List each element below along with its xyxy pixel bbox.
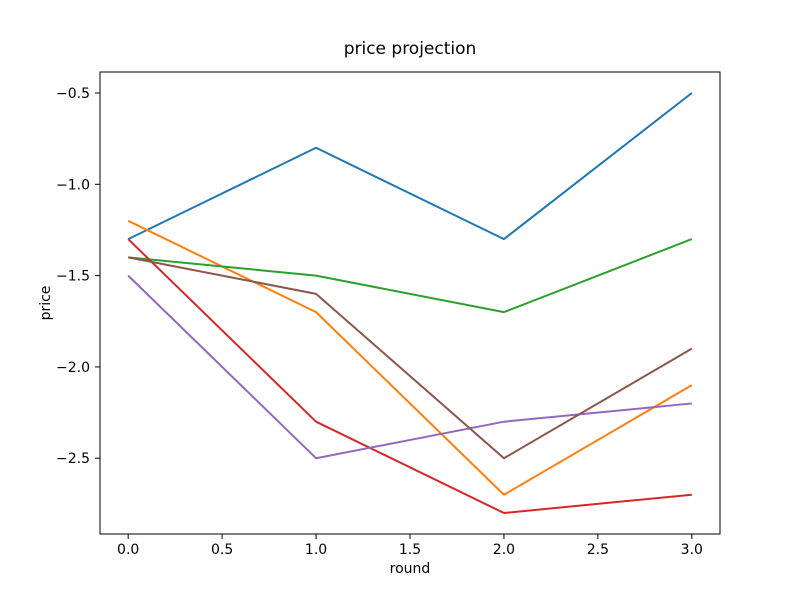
y-tick-label: −2.5 — [56, 451, 90, 467]
chart-title: price projection — [343, 39, 477, 59]
y-axis-label: price — [38, 285, 54, 321]
y-tick-label: −1.0 — [56, 177, 90, 193]
x-tick-label: 1.5 — [399, 542, 421, 558]
x-tick-label: 1.0 — [305, 542, 327, 558]
red-line — [127, 238, 692, 514]
blue-line — [127, 92, 693, 241]
x-tick-label: 0.0 — [117, 542, 139, 558]
x-tick-label: 2.5 — [587, 542, 609, 558]
y-tick-label: −1.5 — [56, 269, 90, 285]
x-axis-label: round — [389, 561, 431, 577]
x-tick-label: 0.5 — [211, 542, 233, 558]
y-tick-label: −0.5 — [56, 86, 90, 102]
purple-line — [127, 274, 692, 460]
x-tick-label: 3.0 — [681, 542, 703, 558]
x-tick-label: 2.0 — [493, 542, 515, 558]
green-line — [128, 238, 693, 314]
axes-spines — [99, 71, 721, 535]
brown-line — [127, 256, 693, 460]
y-tick-label: −2.0 — [56, 360, 90, 376]
